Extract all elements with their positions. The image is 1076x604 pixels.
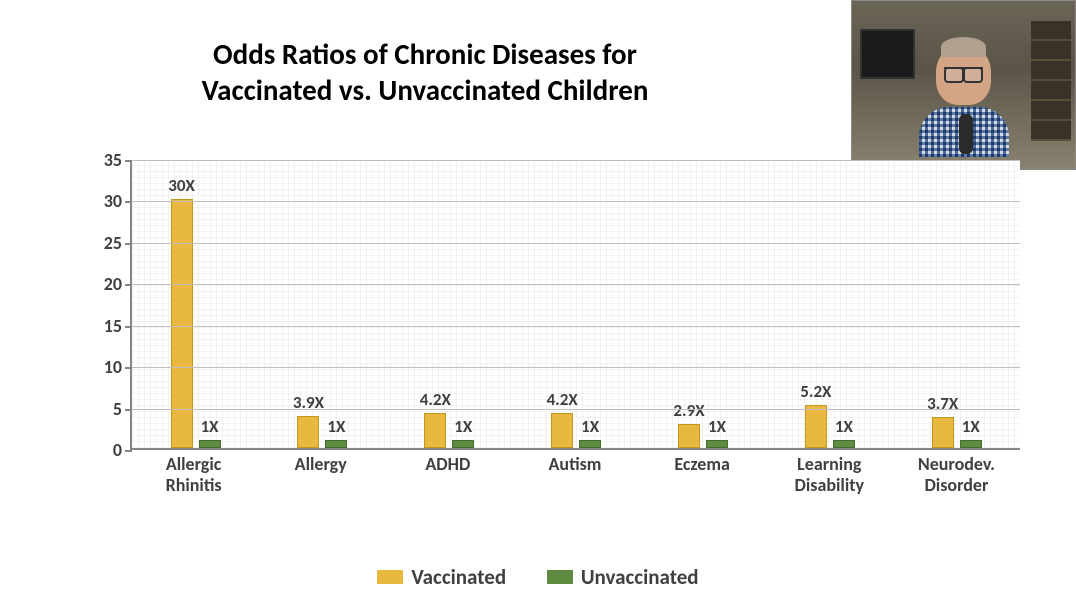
bar-group: 5.2X1X bbox=[766, 160, 893, 448]
x-axis-label: LearningDisability bbox=[766, 454, 893, 495]
bar-label-unvaccinated: 1X bbox=[581, 416, 599, 437]
x-axis-label: Autism bbox=[511, 454, 638, 495]
legend-swatch-vaccinated bbox=[377, 570, 403, 584]
bar-group: 2.9X1X bbox=[639, 160, 766, 448]
bar-label-unvaccinated: 1X bbox=[201, 416, 219, 437]
bar-label-vaccinated: 4.2X bbox=[420, 389, 451, 410]
x-axis-label: ADHD bbox=[384, 454, 511, 495]
title-line-1: Odds Ratios of Chronic Diseases for bbox=[0, 36, 850, 72]
bar-unvaccinated: 1X bbox=[199, 440, 221, 448]
x-axis-label: AllergicRhinitis bbox=[130, 454, 257, 495]
x-axis-labels: AllergicRhinitisAllergyADHDAutismEczemaL… bbox=[130, 454, 1020, 495]
bar-group: 4.2X1X bbox=[513, 160, 640, 448]
y-tick-mark bbox=[125, 326, 132, 328]
y-tick-mark bbox=[125, 367, 132, 369]
webcam-head bbox=[936, 45, 991, 105]
gridline bbox=[132, 326, 1020, 327]
gridline bbox=[132, 284, 1020, 285]
y-tick-label: 10 bbox=[104, 356, 122, 378]
bar-vaccinated: 3.9X bbox=[297, 416, 319, 448]
bar-label-unvaccinated: 1X bbox=[835, 416, 853, 437]
bar-unvaccinated: 1X bbox=[325, 440, 347, 448]
title-line-2: Vaccinated vs. Unvaccinated Children bbox=[0, 72, 850, 108]
bar-vaccinated: 3.7X bbox=[932, 417, 954, 448]
bar-unvaccinated: 1X bbox=[706, 440, 728, 448]
bar-label-unvaccinated: 1X bbox=[327, 416, 345, 437]
bar-group: 3.9X 1X bbox=[259, 160, 386, 448]
y-tick-mark bbox=[125, 450, 132, 452]
bar-unvaccinated: 1X bbox=[960, 440, 982, 448]
bar-unvaccinated: 1X bbox=[833, 440, 855, 448]
legend-item-unvaccinated: Unvaccinated bbox=[547, 564, 699, 590]
gridline bbox=[132, 160, 1020, 161]
bar-label-unvaccinated: 1X bbox=[708, 416, 726, 437]
chart-title: Odds Ratios of Chronic Diseases for Vacc… bbox=[0, 36, 850, 109]
x-axis-label: Allergy bbox=[257, 454, 384, 495]
legend-label-vaccinated: Vaccinated bbox=[411, 564, 506, 590]
bar-label-vaccinated: 4.2X bbox=[547, 389, 578, 410]
legend: Vaccinated Unvaccinated bbox=[0, 564, 1076, 590]
y-tick-label: 30 bbox=[104, 190, 122, 212]
bar-label-vaccinated: 3.7X bbox=[927, 393, 958, 414]
bar-vaccinated: 5.2X bbox=[805, 405, 827, 448]
y-tick-label: 5 bbox=[113, 398, 122, 420]
gridline bbox=[132, 367, 1020, 368]
bar-group: 4.2X1X bbox=[386, 160, 513, 448]
bar-vaccinated: 30X bbox=[171, 199, 193, 448]
bar-label-vaccinated: 30X bbox=[168, 175, 195, 196]
y-tick-label: 15 bbox=[104, 315, 122, 337]
gridline bbox=[132, 201, 1020, 202]
legend-item-vaccinated: Vaccinated bbox=[377, 564, 506, 590]
x-axis-label: Neurodev.Disorder bbox=[893, 454, 1020, 495]
webcam-bg-shelf bbox=[1031, 21, 1071, 141]
gridline bbox=[132, 409, 1020, 410]
bar-vaccinated: 2.9X bbox=[678, 424, 700, 448]
chart-area: 30X1X3.9X1X4.2X1X4.2X1X2.9X1X5.2X1X3.7X1… bbox=[70, 150, 1030, 490]
y-tick-label: 35 bbox=[104, 149, 122, 171]
bar-groups: 30X1X3.9X1X4.2X1X4.2X1X2.9X1X5.2X1X3.7X1… bbox=[132, 160, 1020, 448]
plot-region: 30X1X3.9X1X4.2X1X4.2X1X2.9X1X5.2X1X3.7X1… bbox=[130, 160, 1020, 450]
bar-label-unvaccinated: 1X bbox=[962, 416, 980, 437]
webcam-overlay bbox=[851, 0, 1076, 170]
bar-group: 3.7X1X bbox=[893, 160, 1020, 448]
bar-label-unvaccinated: 1X bbox=[454, 416, 472, 437]
y-tick-mark bbox=[125, 160, 132, 162]
gridline bbox=[132, 243, 1020, 244]
y-tick-label: 0 bbox=[113, 439, 122, 461]
bar-vaccinated: 4.2X bbox=[424, 413, 446, 448]
y-tick-label: 20 bbox=[104, 273, 122, 295]
webcam-bg-monitor bbox=[860, 29, 915, 79]
x-axis-label: Eczema bbox=[639, 454, 766, 495]
y-tick-mark bbox=[125, 284, 132, 286]
glasses-icon bbox=[944, 67, 983, 79]
bar-vaccinated: 4.2X bbox=[551, 413, 573, 448]
y-tick-mark bbox=[125, 243, 132, 245]
bar-unvaccinated: 1X bbox=[579, 440, 601, 448]
bar-label-vaccinated: 2.9X bbox=[673, 400, 704, 421]
y-tick-label: 25 bbox=[104, 232, 122, 254]
legend-swatch-unvaccinated bbox=[547, 570, 573, 584]
microphone-icon bbox=[959, 114, 973, 154]
legend-label-unvaccinated: Unvaccinated bbox=[581, 564, 699, 590]
bar-unvaccinated: 1X bbox=[452, 440, 474, 448]
y-tick-mark bbox=[125, 409, 132, 411]
bar-label-vaccinated: 5.2X bbox=[800, 381, 831, 402]
y-tick-mark bbox=[125, 201, 132, 203]
bar-group: 30X 1X bbox=[132, 160, 259, 448]
